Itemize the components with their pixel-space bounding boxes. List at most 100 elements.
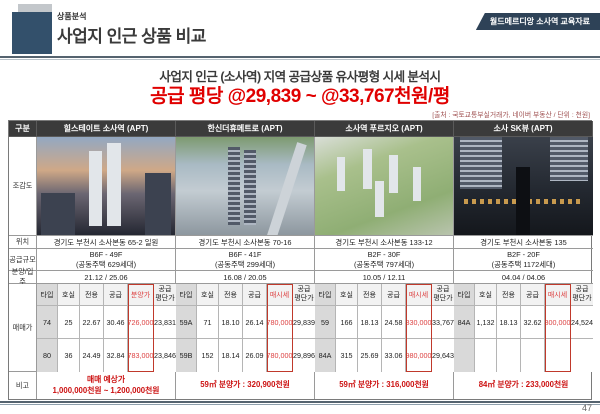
sub-header-units: 호실 — [475, 284, 497, 306]
supply-py-line1: 공급 — [158, 285, 172, 293]
data-cell: 18.14 — [219, 339, 243, 372]
note-line2: 1,000,000천원 ~ 1,200,000천원 — [52, 385, 160, 395]
building-shape — [363, 149, 372, 189]
schedule-row: 분양/입주 21.12 / 25.06 16.08 / 20.05 10.05 … — [9, 267, 593, 286]
data-cell: 29,839 — [293, 306, 315, 339]
note-line1: 59㎡ 분양가 : 316,000천원 — [339, 380, 429, 390]
data-cell: 152 — [197, 339, 219, 372]
data-cell: 71 — [197, 306, 219, 339]
price-subtable: 타입 호실 전용 공급 분양가 공급 평단가 74 25 22.67 30.46… — [37, 284, 176, 372]
property-location: 경기도 부천시 소사본동 135 — [454, 236, 593, 249]
property-scale: B6F - 49F (공동주택 629세대) — [37, 249, 176, 271]
sub-header-exclusive: 전용 — [219, 284, 243, 306]
data-cell-price: 726,000 — [128, 306, 154, 339]
data-cell: 33.06 — [382, 339, 406, 372]
sub-header-type: 타입 — [454, 284, 475, 306]
row-label-photo: 조감도 — [9, 137, 37, 236]
property-schedule: 04.04 / 04.06 — [454, 271, 593, 284]
scale-units: (공동주택 629세대) — [75, 259, 137, 269]
data-cell-price: 780,000 — [267, 306, 293, 339]
building-shape — [244, 150, 256, 225]
data-cell — [521, 339, 545, 372]
data-cell: 18.10 — [219, 306, 243, 339]
building-shape — [375, 181, 384, 217]
sub-header-type: 타입 — [176, 284, 197, 306]
property-schedule: 10.05 / 12.11 — [315, 271, 454, 284]
property-note: 59㎡ 분양가 : 320,900천원 — [176, 372, 315, 399]
price-subtable: 타입 호실 전용 공급 매시세 공급 평단가 59A 71 18.10 26.1… — [176, 284, 315, 372]
sub-header-type: 타입 — [37, 284, 58, 306]
row-label-price: 매매가 — [9, 284, 37, 372]
building-shape — [89, 151, 102, 226]
property-photo-rendering — [315, 137, 454, 236]
data-cell-price: 780,000 — [267, 339, 293, 372]
data-cell: 24.49 — [80, 339, 104, 372]
property-note: 매매 예상가 1,000,000천원 ~ 1,200,000천원 — [37, 372, 176, 399]
sub-header-exclusive: 전용 — [497, 284, 521, 306]
data-cell-price: 783,000 — [128, 339, 154, 372]
data-cell: 59A — [176, 306, 197, 339]
building-shape — [228, 147, 240, 225]
data-cell-price: 830,000 — [406, 306, 432, 339]
sub-header-price: 분양가 — [128, 284, 154, 306]
note-line1: 84㎡ 분양가 : 233,000천원 — [478, 380, 569, 390]
sub-header-supply: 공급 — [382, 284, 406, 306]
scale-floors: B6F - 41F — [228, 249, 262, 259]
data-cell: 25 — [58, 306, 80, 339]
property-note: 59㎡ 분양가 : 316,000천원 — [315, 372, 454, 399]
data-cell: 32.62 — [521, 306, 545, 339]
supply-py-line1: 공급 — [575, 285, 589, 293]
sub-header-type: 타입 — [315, 284, 336, 306]
data-cell: 32.84 — [104, 339, 128, 372]
data-cell-price: 800,000 — [545, 306, 571, 339]
data-cell: 24.58 — [382, 306, 406, 339]
row-label-note: 비고 — [9, 372, 37, 399]
property-schedule: 16.08 / 20.05 — [176, 271, 315, 284]
data-cell: 29,896 — [293, 339, 315, 372]
data-cell: 84A — [315, 339, 336, 372]
supply-py-line2: 평단가 — [294, 294, 314, 302]
data-cell — [475, 339, 497, 372]
property-scale: B6F - 41F (공동주택 299세대) — [176, 249, 315, 271]
header-divider — [0, 56, 600, 60]
scale-row: 공급규모 B6F - 49F (공동주택 629세대) B6F - 41F (공… — [9, 249, 593, 271]
building-shape — [41, 193, 75, 235]
price-rows: 매매가 타입 호실 전용 공급 분양가 공급 평단가 74 25 22.67 3… — [9, 284, 593, 372]
data-cell: 36 — [58, 339, 80, 372]
data-cell: 25.69 — [358, 339, 382, 372]
scale-floors: B2F - 30F — [367, 249, 401, 259]
data-cell: 23,846 — [154, 339, 176, 372]
building-shape — [107, 143, 121, 226]
data-cell: 30.46 — [104, 306, 128, 339]
property-photo-rendering — [37, 137, 176, 236]
data-cell: 59 — [315, 306, 336, 339]
data-cell: 1,132 — [475, 306, 497, 339]
analysis-subtitle: 사업지 인근 (소사역) 지역 공급상품 유사평형 시세 분석시 — [159, 70, 441, 84]
data-cell: 24,524 — [571, 306, 593, 339]
source-note: [출처 : 국토교통부실거래가, 네이버 부동산 / 단위 : 천원] — [432, 112, 590, 119]
table-header-row: 구분 힐스테이트 소사역 (APT) 한신더휴메트로 (APT) 소사역 푸르지… — [9, 121, 593, 137]
property-location: 경기도 부천시 소사본동 133-12 — [315, 236, 454, 249]
data-cell-price — [545, 339, 571, 372]
page-title: 사업지 인근 상품 비교 — [57, 27, 206, 46]
data-cell: 74 — [37, 306, 58, 339]
building-shape — [413, 167, 421, 201]
data-cell — [571, 339, 593, 372]
scale-units: (공동주택 1172세대) — [491, 259, 556, 269]
property-photo — [454, 137, 593, 236]
road-shape — [263, 142, 307, 235]
building-shape — [337, 157, 345, 191]
property-name: 소사역 푸르지오 (APT) — [315, 121, 454, 137]
supply-py-line2: 평단가 — [155, 294, 175, 302]
scale-units: (공동주택 299세대) — [214, 259, 276, 269]
price-highlight: 공급 평당 @29,839 ~ @33,767천원/평 — [150, 86, 450, 107]
data-cell: 26.09 — [243, 339, 267, 372]
property-name: 소사 SK뷰 (APT) — [454, 121, 593, 137]
page-number: 47 — [581, 403, 592, 413]
sub-header-units: 호실 — [336, 284, 358, 306]
property-schedule: 21.12 / 25.06 — [37, 271, 176, 284]
building-shape — [516, 167, 530, 235]
sub-header-supply: 공급 — [243, 284, 267, 306]
data-cell: 80 — [37, 339, 58, 372]
